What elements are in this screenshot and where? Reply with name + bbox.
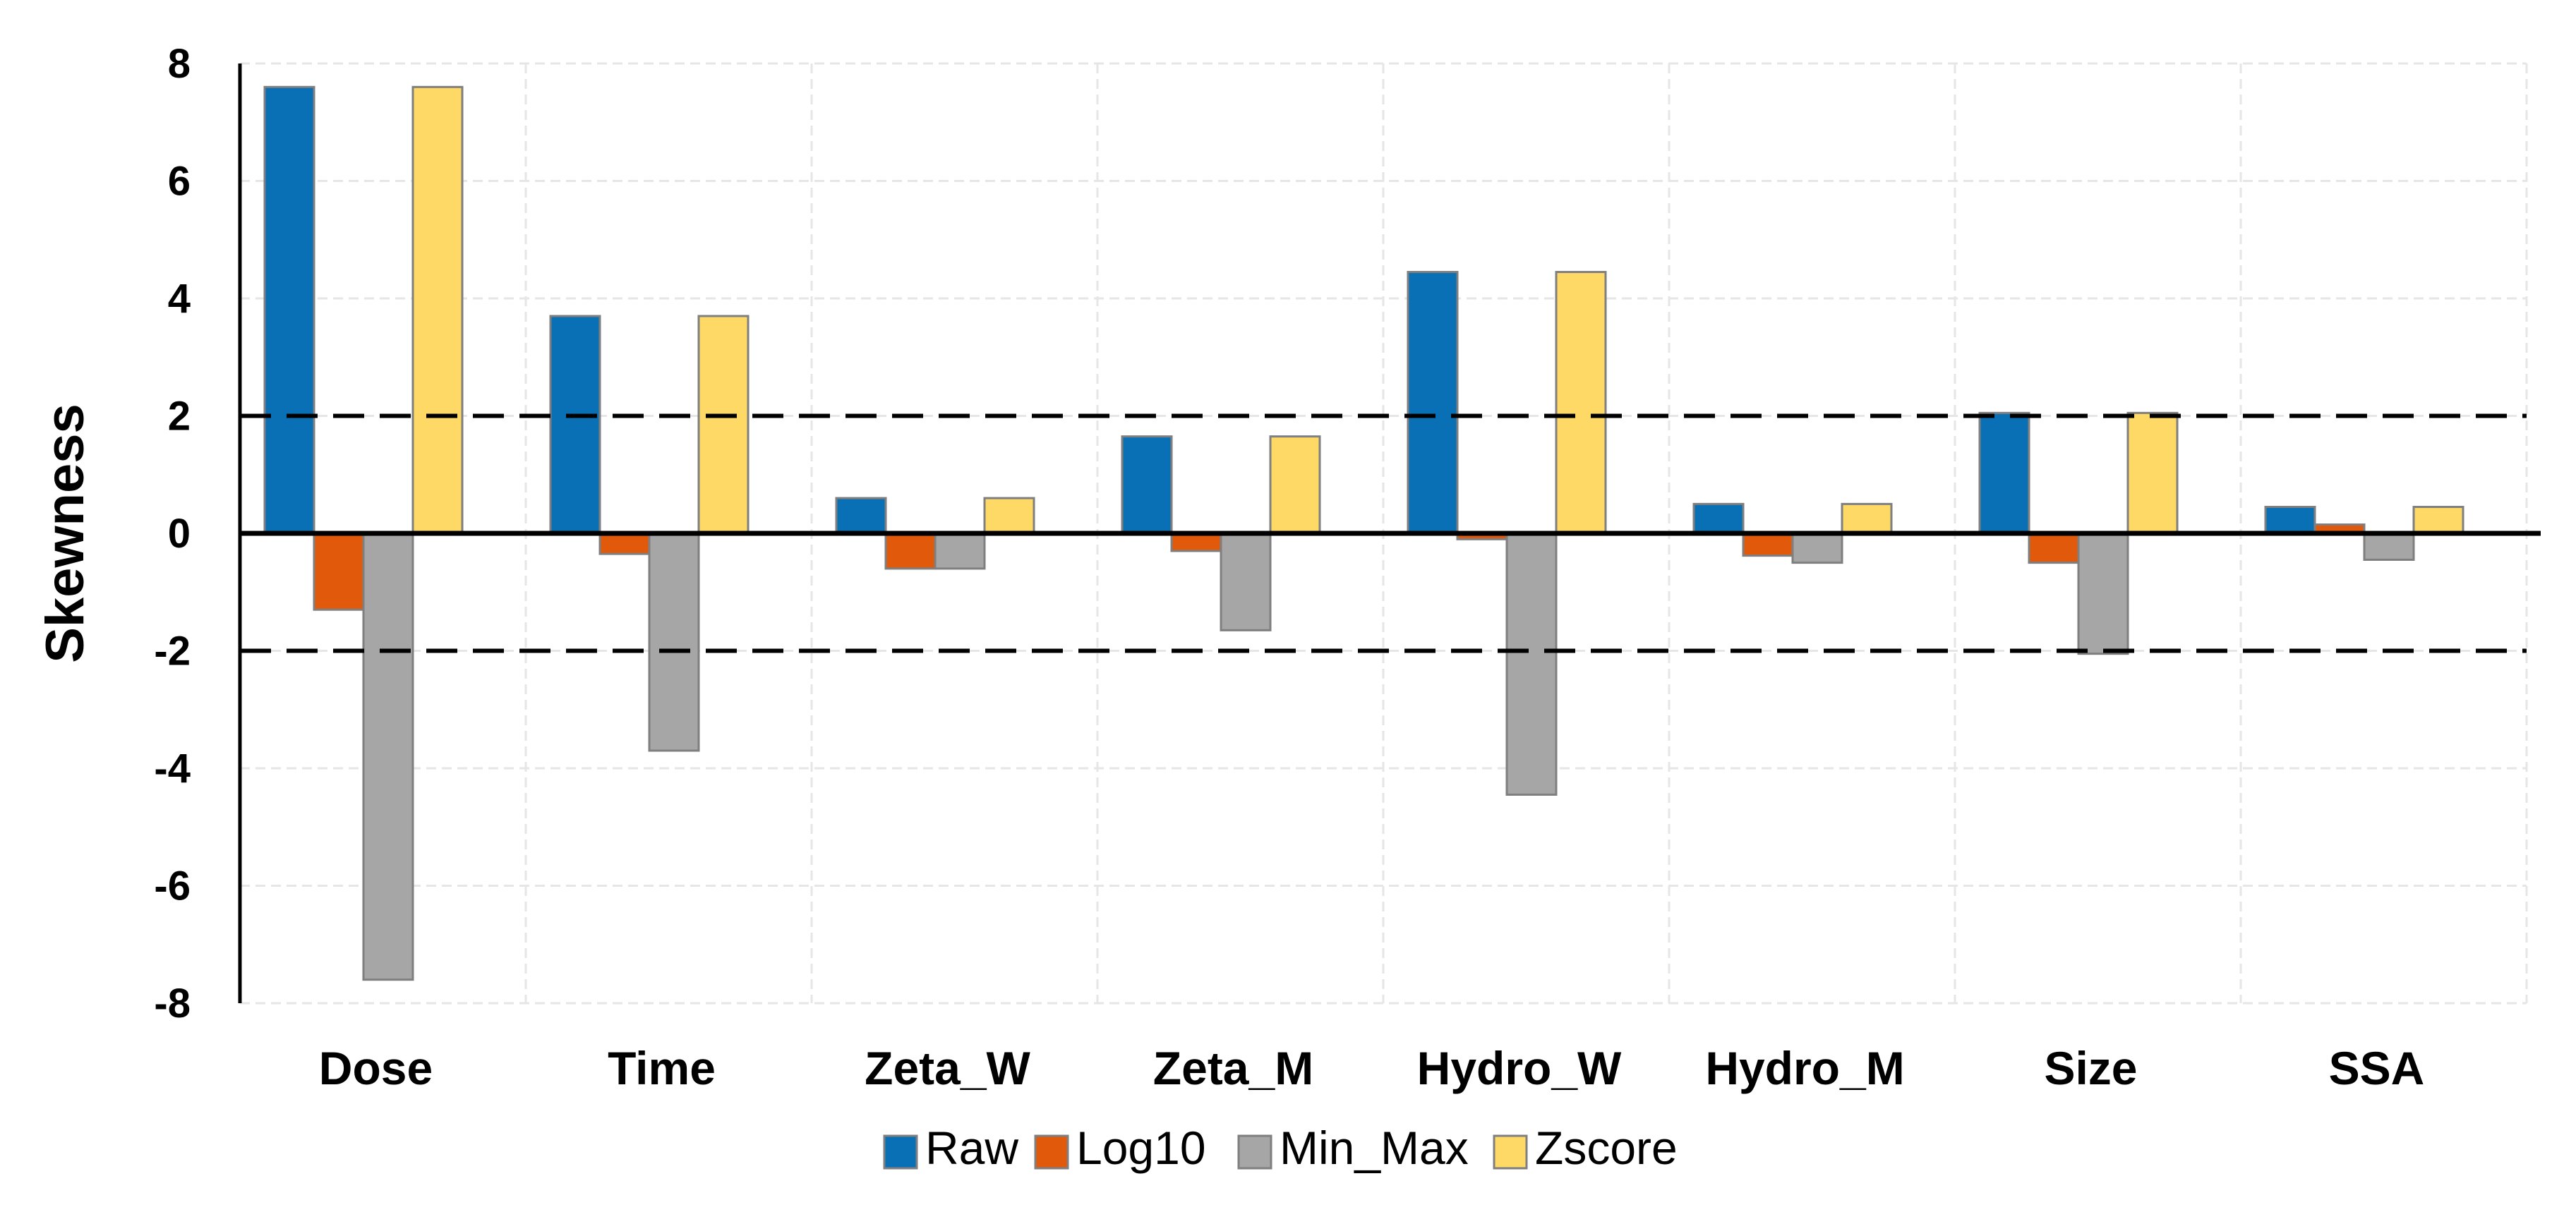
- bar-min_max-time: [648, 532, 700, 752]
- bar-log10-dose: [313, 532, 365, 611]
- legend: Raw Log10 Min_Max Zscore: [883, 1122, 1678, 1174]
- bar-zscore-time: [697, 315, 750, 535]
- bar-min_max-dose: [362, 532, 414, 981]
- legend-label-zscore: Zscore: [1535, 1122, 1678, 1174]
- bar-raw-ssa: [2264, 506, 2316, 535]
- bar-log10-time: [598, 532, 651, 555]
- bar-min_max-hydro_w: [1505, 532, 1558, 796]
- category-label: Zeta_M: [1153, 1042, 1313, 1094]
- legend-swatch-log10: [1034, 1134, 1069, 1170]
- bar-raw-zeta_m: [1121, 435, 1173, 535]
- bar-min_max-zeta_m: [1220, 532, 1272, 631]
- bar-zscore-dose: [411, 85, 464, 535]
- y-tick-label: -4: [154, 746, 191, 792]
- y-tick-label: 0: [168, 511, 191, 557]
- bar-min_max-hydro_m: [1791, 532, 1843, 564]
- y-tick-label: 4: [168, 276, 191, 322]
- category-label: Size: [2044, 1042, 2137, 1094]
- bar-min_max-zeta_w: [934, 532, 986, 570]
- bar-raw-time: [549, 315, 601, 535]
- legend-swatch-raw: [883, 1134, 918, 1170]
- category-label: Hydro_W: [1417, 1042, 1622, 1094]
- reference-lines: [240, 413, 2527, 653]
- bar-zscore-hydro_m: [1841, 502, 1893, 535]
- bar-raw-hydro_w: [1407, 271, 1459, 535]
- category-label: Time: [608, 1042, 716, 1094]
- y-axis-label: Skewness: [35, 404, 95, 663]
- category-label: Dose: [319, 1042, 433, 1094]
- bar-zscore-hydro_w: [1555, 271, 1607, 535]
- legend-label-raw: Raw: [925, 1122, 1018, 1174]
- bar-raw-hydro_m: [1692, 502, 1745, 535]
- bar-raw-zeta_w: [835, 497, 887, 535]
- y-tick-label: -6: [154, 864, 191, 909]
- y-tick-label: 6: [168, 159, 191, 205]
- bar-zscore-ssa: [2412, 506, 2464, 535]
- legend-label-log10: Log10: [1076, 1122, 1206, 1174]
- bar-log10-zeta_w: [884, 532, 937, 570]
- category-label: Hydro_M: [1705, 1042, 1904, 1094]
- category-label: SSA: [2329, 1042, 2425, 1094]
- y-tick-label: -2: [154, 629, 191, 674]
- y-tick-label: 8: [168, 41, 191, 87]
- legend-label-min_max: Min_Max: [1280, 1122, 1469, 1174]
- bar-zscore-zeta_m: [1269, 435, 1321, 535]
- y-tick-label: 2: [168, 394, 191, 440]
- bar-log10-hydro_m: [1742, 532, 1794, 557]
- bar-log10-zeta_m: [1170, 532, 1222, 552]
- bar-raw-size: [1978, 411, 2030, 535]
- bar-min_max-ssa: [2363, 532, 2415, 561]
- category-label: Zeta_W: [865, 1042, 1030, 1094]
- y-tick-label: -8: [154, 981, 191, 1026]
- axes: -8 -6 -4 -2 0 2 4 6 8 Dose Time Zeta_W Zeta_M Hydro_W…: [154, 41, 2541, 1094]
- legend-swatch-min_max: [1237, 1134, 1272, 1170]
- bar-min_max-size: [2077, 532, 2129, 655]
- bar-zscore-zeta_w: [983, 497, 1035, 535]
- bar-log10-size: [2028, 532, 2080, 564]
- bar-zscore-size: [2126, 411, 2179, 535]
- legend-swatch-zscore: [1493, 1134, 1528, 1170]
- bar-raw-dose: [263, 85, 315, 535]
